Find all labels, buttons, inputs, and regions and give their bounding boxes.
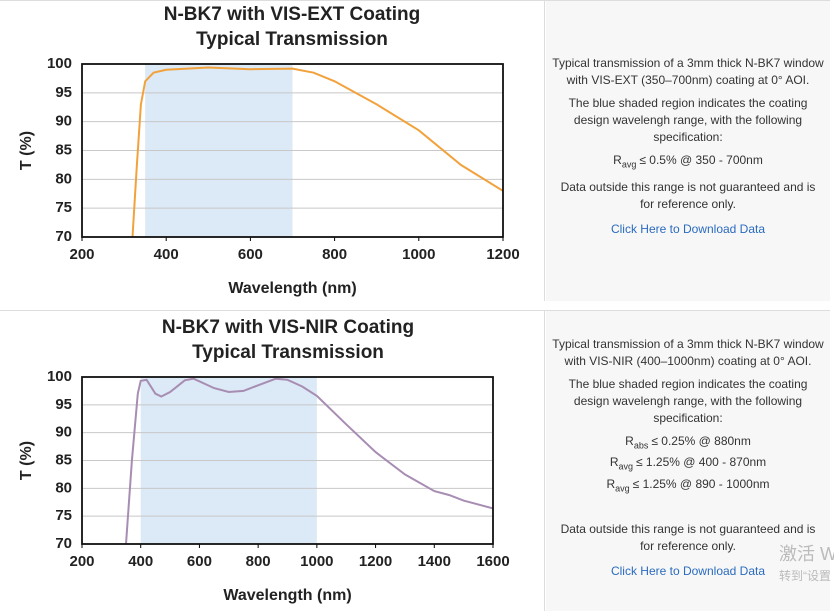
x-tick-label: 1000	[300, 553, 333, 570]
paragraph: Typical transmission of a 3mm thick N-BK…	[552, 337, 824, 368]
y-axis-label: T (%)	[18, 441, 35, 480]
spec-subscript: abs	[633, 440, 649, 451]
x-tick-label: 400	[128, 553, 153, 570]
x-axis-label: Wavelength (nm)	[223, 587, 351, 604]
x-tick-label: 600	[187, 553, 212, 570]
chart-title: N-BK7 with VIS-EXT Coating	[164, 4, 421, 25]
y-tick-label: 100	[47, 368, 72, 385]
spec-symbol: R	[613, 153, 622, 167]
spec-text: ≤ 0.5% @ 350 - 700nm	[639, 153, 763, 167]
download-link[interactable]: Click Here to Download Data	[610, 564, 766, 579]
y-tick-label: 95	[55, 396, 72, 413]
note: Data outside this range is not guarantee…	[560, 180, 816, 212]
x-tick-label: 1400	[418, 553, 451, 570]
x-tick-label: 1200	[359, 553, 392, 570]
paragraph: The blue shaded region indicates the coa…	[568, 377, 808, 425]
y-tick-label: 95	[55, 84, 72, 101]
chart-subtitle: Typical Transmission	[196, 29, 388, 50]
spec-text: ≤ 1.25% @ 400 - 870nm	[636, 455, 767, 470]
x-tick-label: 200	[69, 553, 94, 570]
y-tick-label: 85	[55, 451, 72, 468]
x-tick-label: 200	[69, 246, 94, 263]
y-tick-label: 90	[55, 424, 72, 441]
spec-text: ≤ 0.25% @ 880nm	[651, 434, 751, 448]
row: N-BK7 with VIS-NIR Coating Typical Transm…	[0, 310, 830, 611]
y-tick-label: 80	[55, 170, 72, 187]
y-tick-label: 85	[55, 141, 72, 158]
y-tick-label: 70	[55, 535, 72, 552]
chart: N-BK7 with VIS-EXT Coating Typical Transm…	[18, 4, 519, 297]
spec-line: Rabs ≤ 0.25% @ 880nm	[552, 433, 824, 454]
y-tick-label: 100	[47, 55, 72, 72]
data-line	[131, 66, 503, 237]
x-tick-label: 800	[246, 553, 271, 570]
y-tick-label: 75	[55, 199, 72, 216]
spec-symbol: R	[606, 476, 616, 491]
paragraph: Typical transmission of a 3mm thick N-BK…	[552, 56, 824, 87]
plot-frame	[81, 63, 504, 238]
spec-subscript: avg	[615, 483, 630, 494]
spec-subscript: avg	[621, 159, 637, 170]
x-axis-label: Wavelength (nm)	[228, 280, 356, 297]
x-tick-label: 400	[154, 246, 179, 263]
spec-line: Ravg ≤ 0.5% @ 350 - 700nm	[552, 152, 824, 173]
y-tick-label: 75	[55, 507, 72, 524]
row: N-BK7 with VIS-EXT Coating Typical Transm…	[0, 0, 830, 301]
paragraph: The blue shaded region indicates the coa…	[568, 96, 808, 144]
description: Typical transmission of a 3mm thick N-BK…	[546, 311, 830, 611]
data-line	[125, 377, 493, 544]
specification: Rabs ≤ 0.25% @ 880nm Ravg ≤ 1.25% @ 400 - 8…	[552, 433, 824, 497]
spec-text: ≤ 1.25% @ 890 - 1000nm	[632, 476, 770, 491]
description: Typical transmission of a 3mm thick N-BK…	[546, 1, 830, 301]
spec-line: Ravg ≤ 1.25% @ 400 - 870nm	[552, 454, 824, 475]
watermark: 转到“设置	[779, 569, 831, 583]
download-link[interactable]: Click Here to Download Data	[610, 222, 766, 237]
y-tick-label: 90	[55, 113, 72, 130]
y-tick-label: 80	[55, 479, 72, 496]
x-tick-label: 600	[238, 246, 263, 263]
spec-symbol: R	[609, 455, 619, 470]
spec-line: Ravg ≤ 1.25% @ 890 - 1000nm	[552, 476, 824, 497]
note: Data outside this range is not guarantee…	[560, 522, 816, 554]
chart: N-BK7 with VIS-NIR Coating Typical Transm…	[18, 317, 509, 604]
x-tick-label: 1200	[486, 246, 519, 263]
x-tick-label: 1000	[402, 246, 435, 263]
spec-symbol: R	[625, 434, 634, 448]
x-tick-label: 800	[322, 246, 347, 263]
plot-frame	[81, 376, 494, 545]
x-tick-label: 1600	[476, 553, 509, 570]
spec-subscript: avg	[618, 461, 633, 472]
chart-subtitle: Typical Transmission	[192, 342, 384, 363]
specification: Ravg ≤ 0.5% @ 350 - 700nm	[552, 152, 824, 173]
chart-cell: N-BK7 with VIS-EXT Coating Typical Transm…	[0, 1, 545, 301]
y-axis-label: T (%)	[18, 131, 35, 170]
chart-title: N-BK7 with VIS-NIR Coating	[162, 317, 414, 338]
watermark: 激活 W	[779, 544, 834, 564]
chart-cell: N-BK7 with VIS-NIR Coating Typical Transm…	[0, 311, 545, 611]
y-tick-label: 70	[55, 228, 72, 245]
